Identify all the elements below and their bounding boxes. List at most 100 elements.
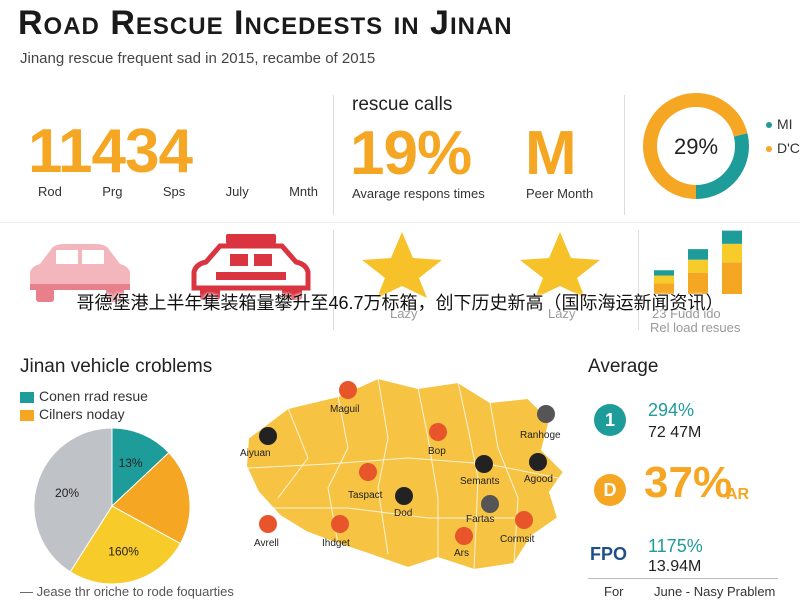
map-label: Bop (428, 446, 446, 457)
map-marker-icon (429, 423, 447, 441)
average-badge: FPO (590, 544, 628, 564)
percent-value: 19% (350, 119, 472, 188)
map-marker-icon (537, 405, 555, 423)
page-subtitle: Jinang rescue frequent sad in 2015, reca… (20, 50, 376, 67)
map-label: Semants (460, 476, 500, 487)
problems-legend-label: Cilners noday (39, 406, 125, 422)
bar-segment (654, 270, 674, 276)
average-divider (588, 578, 778, 579)
map-marker-icon (259, 427, 277, 445)
donut-legend-item: D'C (766, 140, 800, 156)
map-label: Cormsit (500, 534, 535, 545)
big-number-labels: Rod Prg Sps July Mnth (38, 184, 318, 199)
rescue-car-icon (191, 234, 311, 300)
map-marker-icon (455, 527, 473, 545)
m-label: Peer Month (526, 186, 594, 201)
bar-segment (654, 275, 674, 284)
map-marker-icon (339, 381, 357, 399)
big-number-label: Mnth (289, 184, 318, 199)
average-value: 13.94M (648, 558, 702, 575)
map-label: Dod (394, 508, 413, 519)
divider (624, 95, 625, 215)
pie-data-label: 160% (108, 544, 139, 558)
bar-segment (722, 262, 742, 294)
map-marker-icon (529, 453, 547, 471)
average-value: AR (726, 486, 750, 503)
map-marker-icon (481, 495, 499, 513)
average-footer-right: June - Nasy Prablem (654, 584, 776, 599)
average-value: 72 47M (648, 424, 702, 441)
footer-dash: — (20, 584, 37, 599)
average-pct: 1175% (648, 536, 703, 556)
row-divider (0, 222, 800, 223)
map-label: Avrell (254, 538, 279, 549)
pie-slice (111, 427, 170, 508)
big-number-label: Rod (38, 184, 62, 199)
map-label: Maguil (330, 404, 360, 415)
rescue-calls-label: rescue calls (352, 94, 453, 115)
map-marker-icon (475, 455, 493, 473)
map-marker-icon (395, 487, 413, 505)
bar-segment (722, 230, 742, 244)
problems-legend: Conen rrad resue Cilners noday (20, 388, 148, 422)
star-icon (362, 232, 442, 298)
bar-segment (688, 272, 708, 294)
average-pct: 37% (644, 458, 733, 507)
problems-title: Jinan vehicle croblems (20, 356, 213, 377)
m-value: M (525, 119, 577, 188)
big-number-label: Prg (102, 184, 123, 199)
big-number: 11434 (28, 117, 193, 186)
map-label: Ihdget (322, 538, 350, 549)
map-marker-icon (331, 515, 349, 533)
pie-slice (33, 427, 113, 573)
average-footer-left: For (604, 584, 624, 599)
donut-chart: 29% (643, 93, 749, 199)
star-icon (520, 232, 600, 298)
average-badge: 1 (594, 404, 626, 436)
big-number-label: July (225, 184, 249, 199)
bars-caption: 23 Fudd ido (652, 306, 721, 321)
average-title: Average (588, 356, 659, 377)
donut-legend: MI D'C (766, 116, 800, 156)
donut-legend-label: MI (777, 116, 793, 132)
problems-footer-text: Jease thr oriche to rode foquarties (36, 584, 234, 599)
map-label: Ars (454, 548, 469, 559)
divider (333, 95, 334, 215)
bar-segment (688, 249, 708, 260)
star-label: Lazy (390, 306, 418, 321)
problems-legend-item: Cilners noday (20, 406, 148, 422)
page-title: Road Rescue Incedests in Jinan (18, 4, 513, 42)
big-number-label: Sps (162, 184, 186, 199)
average-badge: D (594, 474, 626, 506)
pie-data-label: 13% (119, 456, 143, 470)
map-label: Fartas (466, 514, 495, 525)
divider (638, 230, 639, 330)
bar-segment (654, 283, 674, 294)
bar-segment (688, 259, 708, 273)
donut-data-label: 29% (674, 134, 718, 159)
car-icon (30, 244, 130, 302)
problems-legend-label: Conen rrad resue (39, 388, 148, 404)
map-label: Ranhoge (520, 430, 561, 441)
map-marker-icon (515, 511, 533, 529)
donut-segment (643, 93, 749, 199)
pie-slice (111, 451, 191, 545)
map-label: Taspact (348, 490, 383, 501)
star-label: Lazy (548, 306, 576, 321)
overlay-caption: 哥德堡港上半年集装箱量攀升至46.7万标箱，创下历史新高（国际海运新闻资讯） (76, 293, 724, 313)
divider (333, 230, 334, 330)
map-label: Agood (524, 474, 553, 485)
average-pct: 294% (648, 400, 695, 420)
problems-footer: — Jease thr oriche to rode foquarties (20, 584, 234, 599)
problems-pie-chart: 13% 160% 20% (33, 427, 191, 585)
map-label: Aiyuan (240, 448, 271, 459)
donut-legend-item: MI (766, 116, 800, 132)
map-marker-icon (359, 463, 377, 481)
bar-segment (722, 243, 742, 263)
percent-label: Avarage respons times (352, 186, 485, 201)
donut-legend-label: D'C (777, 140, 800, 156)
bars-caption: Rel load resues (650, 320, 741, 335)
problems-legend-item: Conen rrad resue (20, 388, 148, 404)
pie-slice (69, 505, 182, 585)
pie-data-label: 20% (55, 486, 79, 500)
